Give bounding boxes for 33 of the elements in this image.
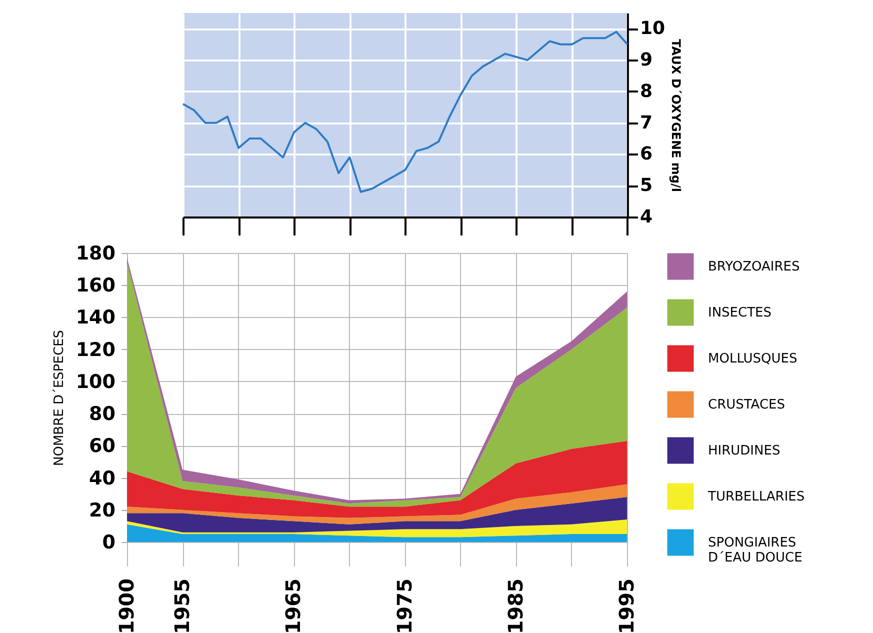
y-tick-label: 0 — [102, 532, 116, 554]
legend-label: INSECTES — [708, 306, 772, 320]
y-tick-label: 180 — [76, 242, 116, 264]
legend-label: SPONGIAIRES D´EAU DOUCE — [708, 536, 802, 566]
legend-label: MOLLUSQUES — [708, 352, 798, 366]
y-tick-label: 10 — [639, 18, 665, 40]
x-tick-label: 1955 — [170, 578, 194, 633]
x-tick-label: 1965 — [281, 578, 306, 633]
y-axis-title: TAUX D´OXYGENE mg/l — [668, 39, 683, 192]
line-series — [182, 30, 628, 193]
legend-label: HIRUDINES — [708, 444, 780, 458]
y-tick-label: 100 — [76, 370, 116, 393]
y-axis-title: NOMBRE D´ESPECES — [52, 330, 67, 466]
y-tick-label: 8 — [639, 80, 652, 102]
y-tick-label: 80 — [89, 403, 116, 426]
y-tick-label: 20 — [89, 499, 116, 522]
legend-label: BRYOZOAIRES — [708, 260, 800, 274]
y-tick-label: 120 — [76, 338, 116, 361]
y-tick-label: 5 — [639, 175, 652, 196]
y-tick-label: 160 — [76, 274, 116, 297]
legend-label: TURBELLARIES — [707, 490, 805, 504]
x-tick-label: 1975 — [392, 578, 416, 633]
y-tick-label: 60 — [89, 435, 116, 458]
x-tick-label: 1985 — [503, 578, 528, 633]
x-tick-label: 1995 — [614, 578, 638, 633]
y-tick-label: 40 — [89, 467, 116, 490]
y-tick-label: 6 — [639, 144, 652, 165]
y-tick-label: 7 — [639, 112, 652, 134]
x-tick-label: 1900 — [114, 578, 138, 633]
legend-label: CRUSTACES — [708, 398, 786, 412]
y-tick-label: 140 — [76, 306, 116, 329]
y-tick-label: 4 — [639, 206, 652, 228]
y-tick-label: 9 — [639, 50, 652, 71]
